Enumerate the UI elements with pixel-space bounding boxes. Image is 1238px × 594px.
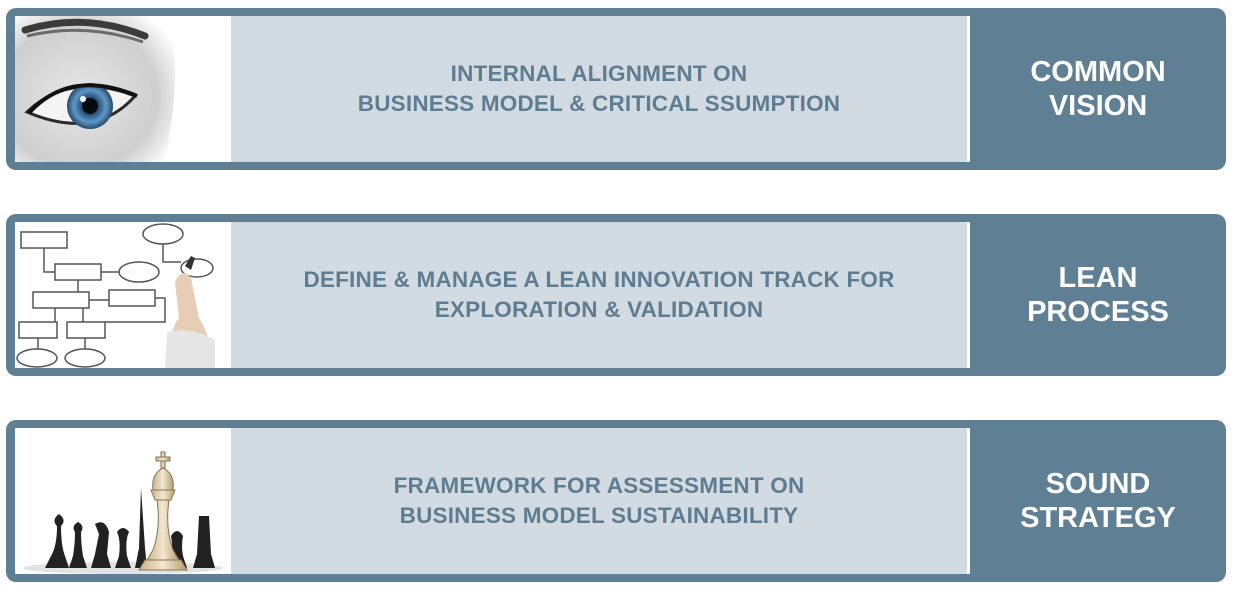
- banner-sound-strategy: FRAMEWORK FOR ASSESSMENT ON BUSINESS MOD…: [6, 420, 1226, 582]
- label-line-2: PROCESS: [1027, 296, 1169, 328]
- description-line-1: DEFINE & MANAGE A LEAN INNOVATION TRACK …: [303, 267, 895, 292]
- label-line-2: VISION: [1048, 90, 1148, 122]
- label-line-1: SOUND: [1045, 468, 1151, 500]
- eye-icon: [15, 16, 231, 162]
- label-line-2: STRATEGY: [1020, 502, 1176, 534]
- description-panel: INTERNAL ALIGNMENT ON BUSINESS MODEL & C…: [231, 16, 967, 162]
- flowchart-image: [15, 222, 231, 368]
- description-line-1: INTERNAL ALIGNMENT ON: [450, 61, 748, 86]
- description-panel: DEFINE & MANAGE A LEAN INNOVATION TRACK …: [231, 222, 967, 368]
- flowchart-icon: [15, 222, 231, 368]
- chess-image: [15, 428, 231, 574]
- label-panel: COMMON VISION: [970, 8, 1226, 170]
- description-line-2: EXPLORATION & VALIDATION: [434, 297, 764, 322]
- divider: [967, 428, 970, 574]
- label-line-1: COMMON: [1030, 56, 1166, 88]
- label-panel: SOUND STRATEGY: [970, 420, 1226, 582]
- divider: [967, 16, 970, 162]
- label-panel: LEAN PROCESS: [970, 214, 1226, 376]
- description-panel: FRAMEWORK FOR ASSESSMENT ON BUSINESS MOD…: [231, 428, 967, 574]
- eye-image: [15, 16, 231, 162]
- divider: [967, 222, 970, 368]
- description-line-2: BUSINESS MODEL & CRITICAL SSUMPTION: [357, 91, 841, 116]
- description-line-2: BUSINESS MODEL SUSTAINABILITY: [399, 503, 799, 528]
- banner-common-vision: INTERNAL ALIGNMENT ON BUSINESS MODEL & C…: [6, 8, 1226, 170]
- description-line-1: FRAMEWORK FOR ASSESSMENT ON: [393, 473, 805, 498]
- banner-lean-process: DEFINE & MANAGE A LEAN INNOVATION TRACK …: [6, 214, 1226, 376]
- chess-pieces-icon: [15, 428, 231, 574]
- label-line-1: LEAN: [1058, 262, 1138, 294]
